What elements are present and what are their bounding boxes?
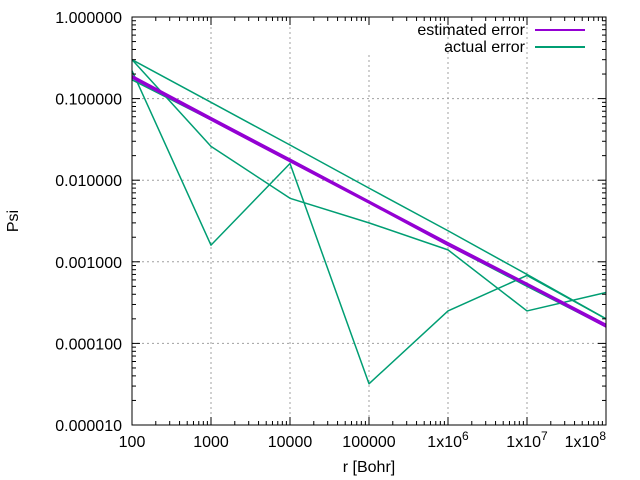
estimated-error-line-2 (131, 74, 607, 326)
x-tick-label: 1x107 (506, 429, 548, 451)
x-tick-label: 10000 (268, 434, 313, 451)
legend-label: estimated error (417, 22, 525, 39)
x-tick-label: 1000 (193, 434, 229, 451)
y-tick-label: 0.000100 (55, 336, 122, 353)
x-tick-label: 1x106 (427, 429, 469, 451)
y-tick-label: 0.001000 (55, 255, 122, 272)
y-tick-label: 1.000000 (55, 10, 122, 27)
grid (132, 17, 606, 425)
x-tick-label: 1x108 (565, 429, 607, 451)
x-tick-labels: 100 1000 10000 100000 1x106 1x107 1x108 (119, 429, 607, 451)
actual-error-line-3 (131, 59, 607, 312)
y-tick-label: 0.100000 (55, 92, 122, 109)
legend-label: actual error (444, 39, 526, 56)
x-tick-label: 100 (119, 434, 146, 451)
estimated-error-line-1 (131, 76, 607, 328)
x-axis-label: r [Bohr] (343, 459, 395, 476)
y-tick-labels: 1.000000 0.100000 0.010000 0.001000 0.000100… (55, 10, 122, 435)
y-axis-label: Psi (5, 210, 22, 232)
y-tick-label: 0.010000 (55, 173, 122, 190)
y-tick-label: 0.000010 (55, 418, 122, 435)
actual-error-line-1 (131, 59, 607, 320)
actual-error-line-4 (131, 70, 607, 385)
plot-series (131, 59, 607, 385)
x-tick-label: 100000 (342, 434, 395, 451)
axis-ticks (131, 16, 607, 426)
